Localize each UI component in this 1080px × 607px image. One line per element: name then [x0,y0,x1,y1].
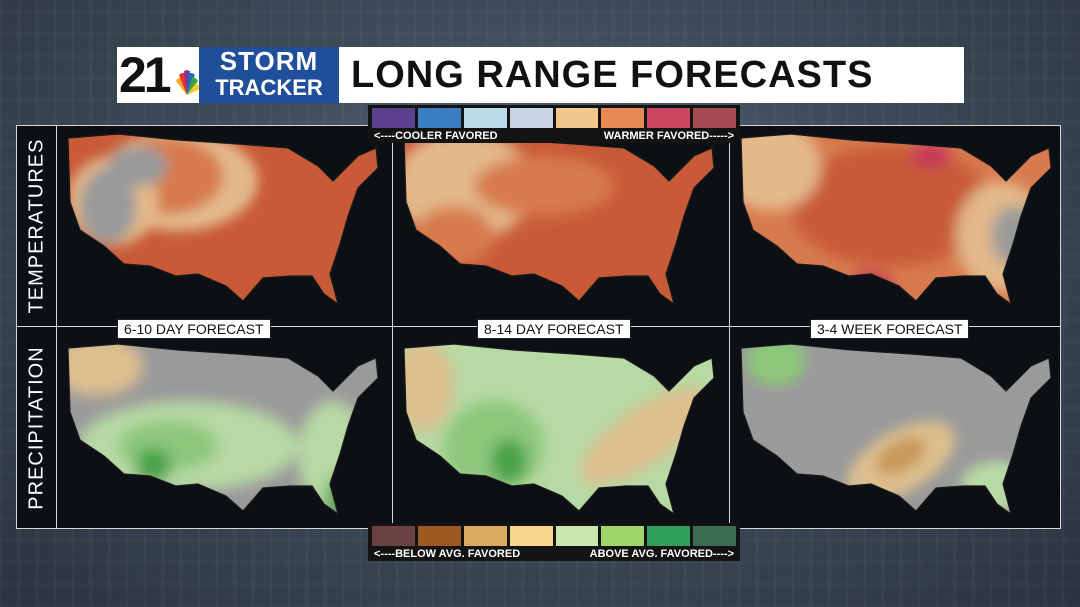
precip-swatch [647,526,691,546]
above-avg-favored-label: ABOVE AVG. FAVORED----> [589,548,734,560]
precip-swatch [509,526,553,546]
temp-swatch [647,108,691,128]
forecast-grid: TEMPERATURES PRECIPITATION [16,125,1061,529]
temp-swatch [555,108,599,128]
cooler-favored-label: <----COOLER FAVORED [374,130,498,142]
precip-map-8-14-day [394,336,728,530]
warmer-favored-label: WARMER FAVORED-----> [603,130,734,142]
precip-swatch [463,526,507,546]
row-label-precipitation: PRECIPITATION [25,346,47,510]
precip-map-6-10-day [58,336,392,530]
page-title: LONG RANGE FORECASTS [351,54,874,96]
temp-swatch [693,108,736,128]
column-label-6-10-day: 6-10 DAY FORECAST [117,319,271,339]
peacock-icon [176,70,200,95]
precipitation-legend: <----BELOW AVG. FAVORED ABOVE AVG. FAVOR… [368,523,740,561]
storm-tracker-badge: STORM TRACKER [199,47,339,103]
below-avg-favored-label: <----BELOW AVG. FAVORED [374,548,521,560]
precip-swatch [417,526,461,546]
temp-swatch [601,108,645,128]
temp-map-3-4-week [731,126,1061,326]
logo-storm-text: STORM [219,47,319,76]
temp-swatch [372,108,415,128]
temperature-legend-swatches [372,108,736,128]
temperature-legend: <----COOLER FAVORED WARMER FAVORED-----> [368,105,740,143]
column-label-3-4-week: 3-4 WEEK FORECAST [810,319,970,339]
precip-swatch [555,526,599,546]
precip-swatch [372,526,415,546]
temp-swatch [509,108,553,128]
temp-swatch [463,108,507,128]
temp-map-8-14-day [394,126,728,326]
precip-swatch [693,526,736,546]
logo-number: 21 [119,47,172,103]
temp-swatch [417,108,461,128]
precip-map-3-4-week [731,336,1061,530]
row-label-precipitation-cell: PRECIPITATION [17,327,57,529]
precip-swatch [601,526,645,546]
row-label-temperatures: TEMPERATURES [25,138,47,314]
column-divider-2 [729,126,730,528]
row-label-temperatures-cell: TEMPERATURES [17,126,57,326]
column-label-8-14-day: 8-14 DAY FORECAST [477,319,631,339]
title-bar: LONG RANGE FORECASTS [339,47,964,103]
column-divider-1 [392,126,393,528]
precipitation-legend-swatches [372,526,736,546]
logo-tracker-text: TRACKER [215,75,323,100]
station-logo: 21 STORM TRACKER [117,47,339,103]
temp-map-6-10-day [58,126,392,326]
